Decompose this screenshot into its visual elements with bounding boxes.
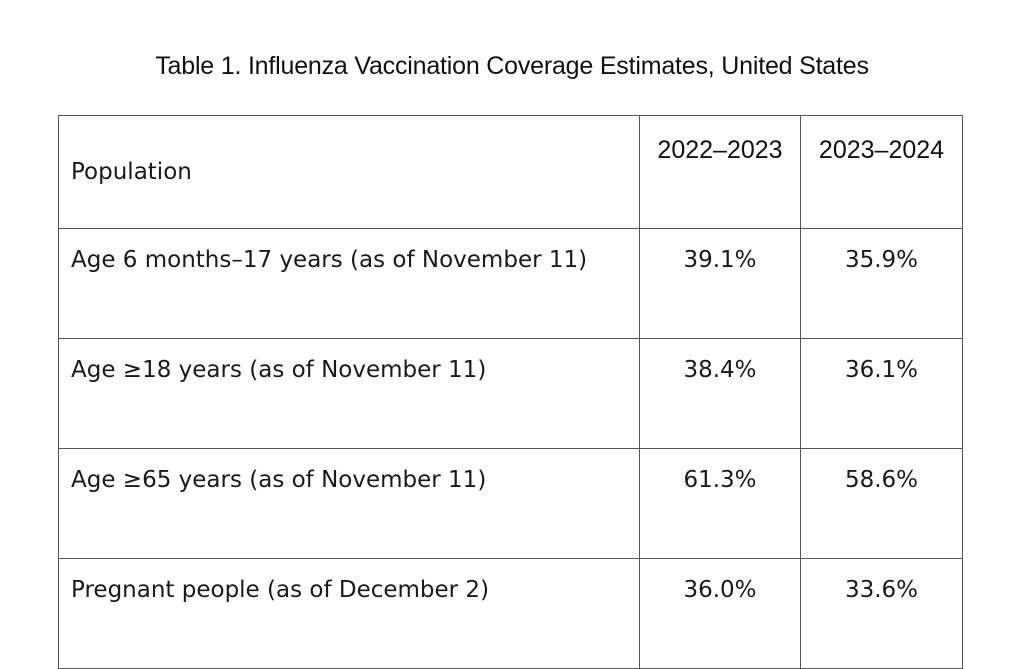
population-cell: Pregnant people (as of December 2) — [58, 558, 640, 669]
coverage-cell: 61.3% — [639, 448, 801, 559]
coverage-cell: 33.6% — [800, 558, 963, 669]
population-cell: Age 6 months–17 years (as of November 11… — [58, 228, 640, 339]
table-row: Age 6 months–17 years (as of November 11… — [58, 228, 963, 339]
table-row: Age ≥18 years (as of November 11) 38.4% … — [58, 338, 963, 449]
table-header-row: Population 2022–2023 2023–2024 — [58, 115, 963, 229]
coverage-cell: 39.1% — [639, 228, 801, 339]
header-population: Population — [58, 115, 640, 229]
population-cell: Age ≥65 years (as of November 11) — [58, 448, 640, 559]
table-row: Pregnant people (as of December 2) 36.0%… — [58, 558, 963, 669]
coverage-table: Population 2022–2023 2023–2024 Age 6 mon… — [58, 115, 963, 669]
coverage-cell: 36.1% — [800, 338, 963, 449]
table-title: Table 1. Influenza Vaccination Coverage … — [155, 52, 869, 80]
population-cell: Age ≥18 years (as of November 11) — [58, 338, 640, 449]
table-row: Age ≥65 years (as of November 11) 61.3% … — [58, 448, 963, 559]
coverage-cell: 58.6% — [800, 448, 963, 559]
header-season-2023-2024: 2023–2024 — [800, 115, 963, 229]
coverage-cell: 36.0% — [639, 558, 801, 669]
coverage-cell: 38.4% — [639, 338, 801, 449]
header-season-2022-2023: 2022–2023 — [639, 115, 801, 229]
coverage-cell: 35.9% — [800, 228, 963, 339]
